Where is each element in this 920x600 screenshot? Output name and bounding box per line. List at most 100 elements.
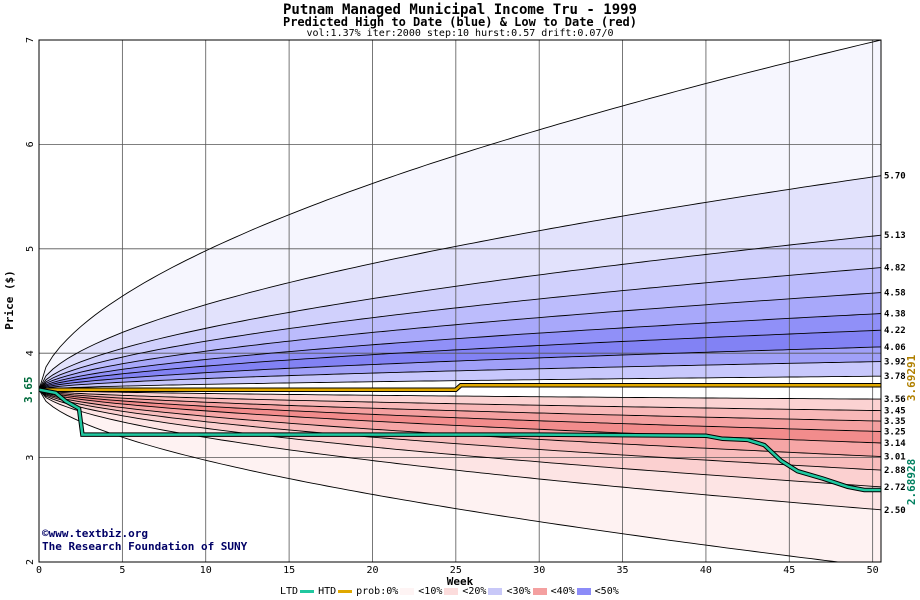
x-tick-label: 50 — [867, 565, 879, 576]
percentile-line — [39, 346, 881, 391]
percentile-end-label: 2.88 — [884, 466, 906, 476]
legend-htd-label: HTD — [318, 586, 337, 597]
percentile-end-label: 2.50 — [884, 506, 906, 516]
low-band — [39, 389, 881, 487]
percentile-line — [39, 329, 881, 391]
percentile-end-label: 2.72 — [884, 483, 906, 493]
percentile-line — [39, 175, 881, 390]
x-axis-label: Week — [447, 575, 474, 588]
legend-swatch-1 — [444, 588, 459, 595]
percentile-end-label: 3.01 — [884, 453, 906, 463]
fan-bands — [39, 40, 881, 562]
percentile-line — [39, 40, 881, 390]
x-tick-label: 20 — [366, 565, 378, 576]
low-band — [39, 389, 881, 457]
y-tick-label: 3 — [25, 455, 36, 461]
percentile-line — [39, 389, 881, 432]
legend-swatch-4 — [576, 588, 591, 595]
percentile-line — [39, 313, 881, 391]
percentile-line — [39, 361, 881, 391]
legend-bin-label: <10% — [418, 586, 443, 597]
legend-bin-label: <20% — [462, 586, 487, 597]
percentile-line — [39, 267, 881, 390]
chart-parameters: vol:1.37% iter:2000 step:10 hurst:0.57 d… — [306, 28, 614, 39]
percentile-end-label: 4.22 — [884, 326, 906, 336]
ltd-line — [38, 388, 881, 492]
legend-ltd-label: LTD — [280, 586, 299, 597]
percentile-end-label: 3.14 — [884, 439, 906, 449]
chart-title: Putnam Managed Municipal Income Tru - 19… — [282, 2, 637, 18]
legend-bin-label: <50% — [594, 586, 619, 597]
legend-prob-label: prob:0% — [356, 586, 399, 597]
percentile-end-label: 3.56 — [884, 395, 906, 405]
ltd-final-label: 2.68928 — [905, 459, 918, 505]
x-tick-label: 40 — [700, 565, 712, 576]
percentile-line — [39, 375, 881, 391]
low-band — [39, 389, 881, 443]
legend-bin-label: <40% — [550, 586, 575, 597]
htd-line — [39, 384, 881, 391]
percentile-end-label: 4.58 — [884, 289, 906, 299]
low-band — [39, 389, 881, 422]
y-tick-label: 4 — [25, 350, 36, 356]
y-tick-label: 2 — [25, 559, 36, 565]
percentile-line — [39, 389, 881, 488]
percentile-end-label: 3.45 — [884, 407, 906, 417]
low-band — [39, 389, 881, 471]
x-tick-label: 10 — [200, 565, 212, 576]
credit-site[interactable]: www.textbiz.org — [48, 527, 148, 540]
legend-ltd-line — [300, 590, 315, 593]
percentile-end-label: 4.38 — [884, 310, 906, 320]
legend-bin-label: <30% — [506, 586, 531, 597]
high-band — [39, 292, 881, 390]
high-band — [39, 175, 881, 390]
percentile-end-label: 3.78 — [884, 372, 906, 382]
chart-subtitle: Predicted High to Date (blue) & Low to D… — [282, 15, 637, 29]
legend-swatch-3 — [532, 588, 547, 595]
high-band — [39, 235, 881, 390]
high-band — [39, 346, 881, 390]
high-band — [39, 330, 881, 390]
plot-border — [38, 39, 882, 563]
x-tick-label: 25 — [450, 565, 462, 576]
start-price-label: 3.65 — [22, 376, 35, 403]
percentile-line — [39, 389, 881, 412]
y-tick-label: 6 — [25, 141, 36, 147]
percentile-line — [39, 389, 881, 422]
x-tick-label: 5 — [119, 565, 125, 576]
high-band — [39, 267, 881, 390]
percentile-end-label: 4.06 — [884, 343, 906, 353]
low-band — [39, 389, 881, 562]
percentile-end-label: 3.25 — [884, 428, 906, 438]
y-tick-label: 7 — [25, 37, 36, 43]
percentile-line — [39, 292, 881, 391]
percentile-end-label: 3.35 — [884, 417, 906, 427]
credit-block: ©www.textbiz.org The Research Foundation… — [42, 527, 247, 553]
x-tick-label: 45 — [783, 565, 795, 576]
high-band — [39, 40, 881, 390]
legend: LTD HTD prob:0% <10% <20% <30% <40% <50% — [280, 586, 621, 597]
percentile-line — [39, 389, 842, 562]
x-tick-label: 15 — [283, 565, 295, 576]
credit-org: The Research Foundation of SUNY — [42, 540, 248, 553]
high-band — [39, 313, 881, 390]
percentile-end-label: 5.70 — [884, 172, 906, 182]
htd-final-label: 3.69291 — [905, 354, 918, 401]
percentile-lines — [39, 40, 881, 562]
y-axis-label: Price ($) — [3, 270, 16, 330]
percentile-line — [39, 234, 881, 390]
legend-htd-line — [338, 590, 353, 593]
percentile-end-label: 5.13 — [884, 231, 906, 241]
y-tick-label: 5 — [25, 246, 36, 252]
low-band — [39, 389, 881, 411]
x-tick-label: 30 — [533, 565, 545, 576]
low-band — [39, 389, 881, 432]
low-band — [39, 389, 881, 510]
percentile-end-label: 3.92 — [884, 358, 906, 368]
legend-swatch-0 — [400, 588, 415, 595]
x-tick-label: 0 — [36, 565, 42, 576]
legend-swatch-2 — [488, 588, 503, 595]
percentile-line — [39, 389, 881, 400]
copyright-icon: © — [42, 527, 49, 540]
